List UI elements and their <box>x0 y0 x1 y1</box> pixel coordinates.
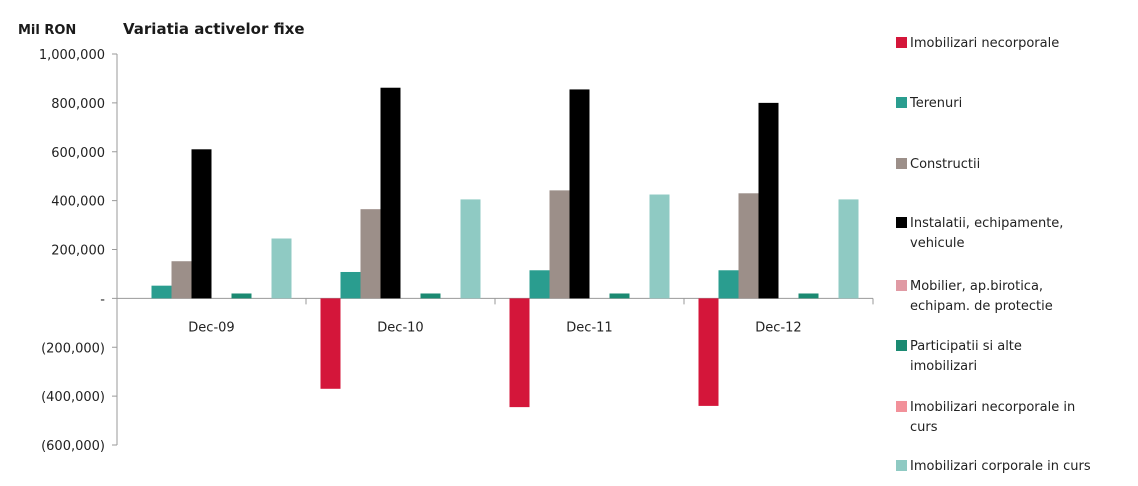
y-tick-label: 600,000 <box>51 146 105 161</box>
bar <box>838 199 859 299</box>
category-label: Dec-12 <box>755 320 801 335</box>
bar <box>698 298 719 406</box>
bar <box>718 270 739 299</box>
legend-swatch <box>896 401 907 412</box>
legend-swatch <box>896 217 907 228</box>
bar <box>231 293 252 299</box>
legend-label: vehicule <box>910 236 965 251</box>
legend-label: Imobilizari necorporale <box>910 36 1059 51</box>
bar <box>271 238 292 299</box>
bar <box>460 199 481 299</box>
legend-label: Constructii <box>910 157 980 172</box>
legend-swatch <box>896 97 907 108</box>
bar <box>340 271 361 299</box>
bar <box>529 270 550 299</box>
bar <box>738 193 759 299</box>
legend-label: echipam. de protectie <box>910 299 1053 314</box>
bar <box>649 194 670 299</box>
bar <box>569 89 590 299</box>
y-tick-label: (200,000) <box>41 341 105 356</box>
bar <box>420 293 441 299</box>
legend-label: curs <box>910 420 938 435</box>
unit-label: Mil RON <box>18 23 76 38</box>
bar <box>758 102 779 299</box>
y-tick-label: 200,000 <box>51 244 105 259</box>
legend-swatch <box>896 340 907 351</box>
bar <box>151 285 172 299</box>
y-tick-label: (400,000) <box>41 390 105 405</box>
bar <box>191 149 212 299</box>
bar <box>380 87 401 299</box>
legend-swatch <box>896 158 907 169</box>
legend-swatch <box>896 280 907 291</box>
legend-label: Participatii si alte <box>910 339 1022 354</box>
y-tick-label: 1,000,000 <box>39 48 105 63</box>
legend-label: Imobilizari necorporale in <box>910 400 1075 415</box>
bar <box>609 293 630 299</box>
category-label: Dec-11 <box>566 320 612 335</box>
legend-label: Terenuri <box>909 96 962 111</box>
legend-swatch <box>896 460 907 471</box>
legend-label: Mobilier, ap.birotica, <box>910 279 1043 294</box>
legend-label: imobilizari <box>910 359 977 374</box>
y-tick-label: - <box>100 292 105 307</box>
y-tick-label: 400,000 <box>51 195 105 210</box>
bar <box>171 261 192 299</box>
chart-title: Variatia activelor fixe <box>123 20 305 38</box>
bar <box>549 190 570 299</box>
legend-swatch <box>896 37 907 48</box>
y-tick-label: 800,000 <box>51 97 105 112</box>
bar <box>360 209 381 299</box>
legend-label: Imobilizari corporale in curs <box>910 459 1091 474</box>
y-tick-label: (600,000) <box>41 439 105 454</box>
legend: Imobilizari necorporale Terenuri Construct… <box>896 36 1091 474</box>
legend-label: Instalatii, echipamente, <box>910 216 1063 231</box>
bar <box>509 298 530 408</box>
category-label: Dec-09 <box>188 320 234 335</box>
category-label: Dec-10 <box>377 320 423 335</box>
bar <box>798 293 819 299</box>
bar <box>320 298 341 389</box>
plot-area: 1,000,000 800,000 600,000 400,000 200,000 - (2… <box>39 48 874 454</box>
